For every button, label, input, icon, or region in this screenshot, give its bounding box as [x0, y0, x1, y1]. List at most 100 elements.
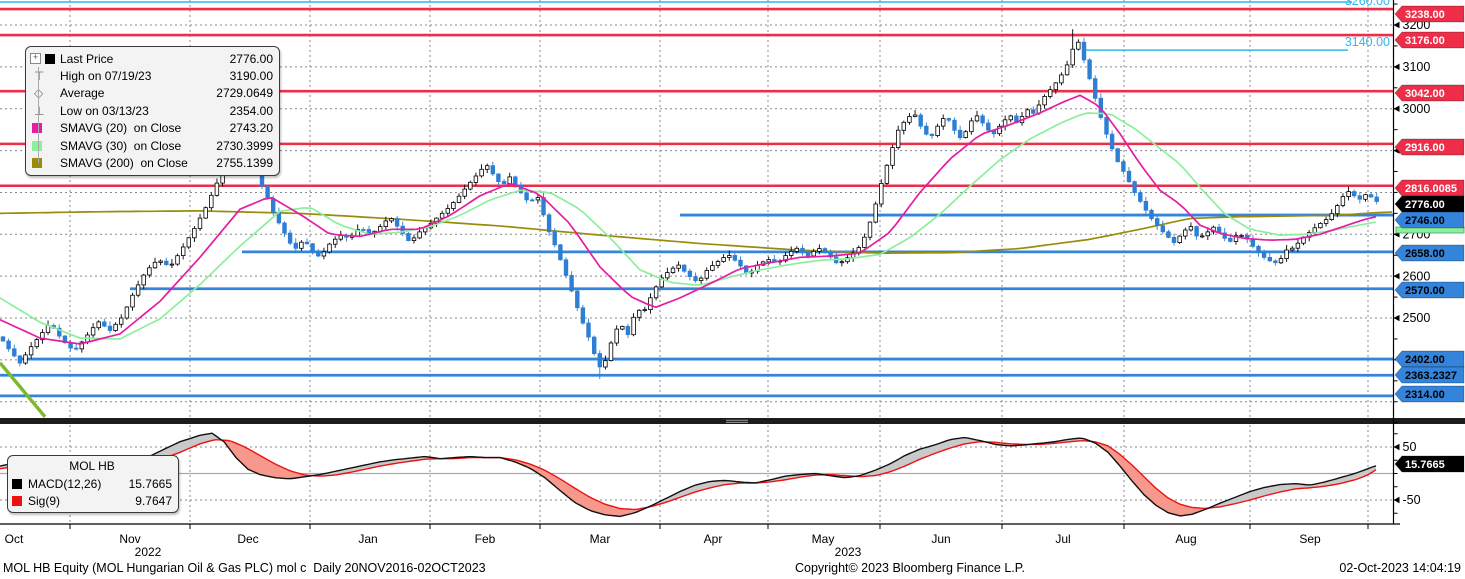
support-tag-label: 2570.00	[1405, 285, 1445, 297]
legend-label: SMAVG (20) on Close	[60, 121, 182, 136]
price-tick-label: 3000	[1403, 102, 1431, 116]
legend-value: 2730.3999	[216, 138, 273, 153]
sma30-swatch-icon	[32, 140, 42, 151]
support-tag[interactable]	[1394, 385, 1465, 403]
macd-band	[1208, 465, 1376, 509]
legend-label: High on 07/19/23	[60, 69, 152, 84]
high-marker-icon: ⊤	[34, 69, 45, 84]
legend-value: 2776.00	[229, 51, 273, 66]
price-tick-arrow-icon	[1393, 105, 1400, 112]
macd-swatch-icon	[12, 478, 22, 489]
cyan-level-label: 3260.00	[1345, 0, 1390, 8]
month-label: Jun	[931, 532, 950, 546]
legend-row-sma20: SMAVG (20) on Close 2743.20	[30, 120, 273, 137]
last-price-swatch-icon	[45, 53, 55, 64]
sma200-line	[0, 210, 1393, 254]
legend-value: 2743.20	[229, 121, 273, 136]
macd-legend-box[interactable]: MOL HB MACD(12,26) 15.7665 Sig(9) 9.7647	[7, 455, 179, 513]
month-label: Oct	[5, 532, 24, 546]
instrument-title: MOL HB Equity (MOL Hungarian Oil & Gas P…	[3, 561, 486, 575]
chart-canvas[interactable]: 3260.003140.0032003100300029002700260025…	[0, 0, 1465, 558]
price-legend-box[interactable]: + Last Price 2776.00 ⊤ High on 07/19/23 …	[25, 46, 280, 176]
macd-band	[221, 440, 313, 479]
sig-swatch-icon	[12, 495, 22, 506]
support-tag-label: 2363.2327	[1405, 370, 1457, 382]
support-tag[interactable]	[1394, 281, 1465, 299]
panel-divider[interactable]	[0, 418, 1465, 424]
resistance-tag[interactable]	[1394, 31, 1465, 49]
resistance-tag-label: 2916.00	[1405, 142, 1445, 154]
support-tag[interactable]	[1394, 211, 1465, 229]
month-label: Jul	[1055, 532, 1070, 546]
macd-value-tag-label: 15.7665	[1405, 459, 1445, 471]
year-label: 2023	[835, 545, 862, 558]
macd-line	[0, 432, 1377, 518]
month-label: Nov	[119, 532, 140, 546]
legend-value: 9.7647	[135, 493, 172, 508]
legend-row-macd: MACD(12,26) 15.7665	[12, 475, 172, 492]
legend-label: SMAVG (200) on Close	[60, 156, 188, 171]
macd-value-tag[interactable]	[1394, 455, 1465, 473]
tree-expander-icon[interactable]: +	[30, 53, 41, 65]
resistance-tag-label: 3042.00	[1405, 88, 1445, 100]
month-label: Aug	[1175, 532, 1196, 546]
sig-line	[0, 438, 1377, 511]
legend-value: 3190.00	[229, 69, 273, 84]
support-tag-label: 2402.00	[1405, 354, 1445, 366]
copyright-text: Copyright© 2023 Bloomberg Finance L.P.	[795, 561, 1025, 575]
month-label: Feb	[475, 532, 496, 546]
sma20-line	[0, 94, 1377, 345]
trendline[interactable]	[0, 361, 47, 418]
price-tick-label: 2600	[1403, 269, 1431, 283]
macd-band	[1091, 441, 1209, 516]
month-label: Mar	[590, 532, 611, 546]
month-label: Apr	[704, 532, 723, 546]
resistance-tag[interactable]	[1394, 138, 1465, 156]
support-tag[interactable]	[1394, 366, 1465, 384]
legend-value: 2755.1399	[216, 156, 273, 171]
status-bar: MOL HB Equity (MOL Hungarian Oil & Gas P…	[0, 558, 1465, 579]
legend-row-low: ⊥ Low on 03/13/23 2354.00	[30, 102, 273, 119]
macd-legend-title: MOL HB	[69, 459, 115, 473]
sma200-swatch-icon	[32, 158, 42, 169]
resistance-tag[interactable]	[1394, 84, 1465, 102]
price-tick-arrow-icon	[1393, 314, 1400, 322]
resistance-tag-label: 2816.0085	[1405, 183, 1457, 195]
year-label: 2022	[135, 545, 162, 558]
legend-label: Average	[60, 86, 105, 101]
legend-value: 2354.00	[229, 103, 273, 118]
support-tag-label: 2658.00	[1405, 248, 1445, 260]
resistance-tag[interactable]	[1394, 5, 1465, 23]
macd-band	[855, 437, 985, 477]
legend-row-sma200: SMAVG (200) on Close 2755.1399	[30, 154, 273, 171]
cyan-level-label: 3140.00	[1345, 35, 1390, 49]
legend-label: Sig(9)	[28, 493, 61, 508]
last-price-tag-label: 2776.00	[1405, 199, 1445, 211]
price-tick-label: 2500	[1403, 311, 1431, 325]
price-tick-arrow-icon	[1393, 272, 1400, 280]
macd-band	[312, 456, 500, 477]
legend-row-last-price: + Last Price 2776.00	[30, 50, 273, 67]
macd-tick-label: 50	[1403, 440, 1417, 454]
legend-value: 15.7665	[128, 476, 172, 491]
macd-tick-label: -50	[1403, 493, 1421, 507]
month-label: May	[812, 532, 835, 546]
price-tick-arrow-icon	[1393, 21, 1400, 29]
macd-band	[647, 473, 824, 508]
price-tick-label: 3100	[1403, 60, 1431, 74]
legend-label: MACD(12,26)	[28, 476, 102, 491]
month-label: Jan	[358, 532, 377, 546]
legend-row-sma30: SMAVG (30) on Close 2730.3999	[30, 137, 273, 154]
macd-tick-arrow-icon	[1393, 496, 1400, 504]
resistance-tag-label: 3238.00	[1405, 9, 1445, 21]
legend-row-average: ◇ Average 2729.0649	[30, 85, 273, 102]
legend-value: 2729.0649	[216, 86, 273, 101]
support-tag[interactable]	[1394, 244, 1465, 262]
price-tick-arrow-icon	[1393, 63, 1400, 71]
legend-label: Last Price	[60, 51, 114, 66]
support-tag-label: 2314.00	[1405, 389, 1445, 401]
legend-label: Low on 03/13/23	[60, 103, 149, 118]
low-marker-icon: ⊥	[34, 103, 45, 118]
month-label: Dec	[237, 532, 258, 546]
